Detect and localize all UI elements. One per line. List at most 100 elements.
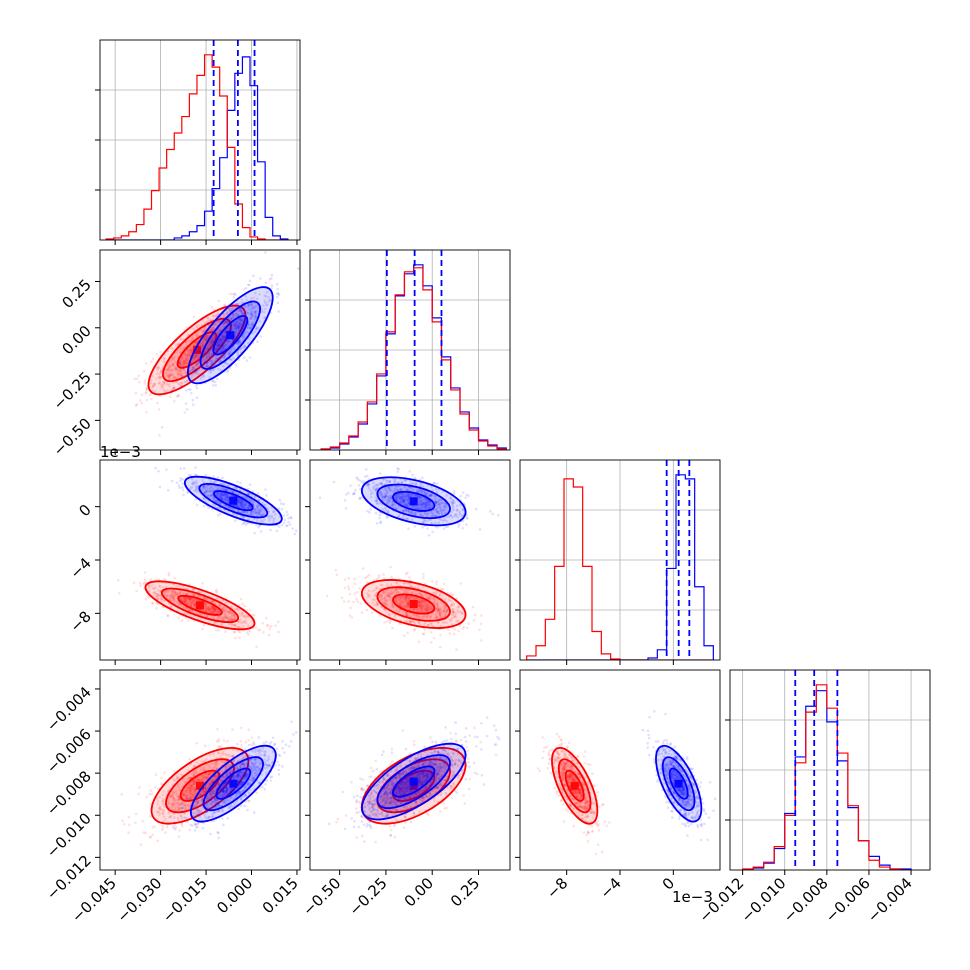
scatter-point-a-0-92 (250, 303, 253, 307)
scatter-point-a-1-692 (253, 531, 256, 535)
scatter-point-b-0-79 (197, 330, 200, 333)
scatter-point-b-0-75 (230, 314, 233, 317)
scatter-point-a-1-379 (247, 505, 250, 509)
scatter-point-a-0-72 (214, 384, 217, 387)
scatter-point-b-1-238 (207, 607, 210, 611)
scatter-point-a-1-497 (213, 498, 216, 501)
scatter-point-b-0-394 (201, 331, 204, 335)
scatter-point-a-0-697 (251, 332, 255, 335)
scatter-point-a-0-15 (234, 323, 237, 327)
scatter-point-a-1-228 (242, 516, 245, 519)
scatter-point-a-0-526 (263, 294, 267, 298)
scatter-point-a-1-512 (208, 486, 212, 490)
scatter-point-a-0-226 (236, 312, 240, 316)
scatter-point-b-2-389 (426, 606, 429, 610)
scatter-point-a-0-222 (197, 361, 200, 364)
scatter-point-b-2-543 (405, 613, 409, 617)
scatter-point-a-0-12 (206, 347, 209, 350)
scatter-point-b-0-66 (208, 340, 212, 344)
scatter-point-b-0-230 (200, 347, 203, 351)
scatter-point-a-0-651 (277, 310, 281, 313)
scatter-point-b-2-226 (421, 615, 424, 619)
scatter-point-a-0-25 (222, 365, 225, 368)
scatter-point-b-1-248 (230, 618, 233, 621)
scatter-point-b-2-237 (426, 596, 430, 600)
scatter-point-a-0-179 (196, 350, 200, 353)
scatter-point-a-0-14 (251, 306, 255, 310)
scatter-point-b-1-71 (231, 618, 234, 622)
scatter-point-a-0-511 (226, 370, 229, 374)
scatter-point-b-1-219 (243, 604, 247, 608)
scatter-point-b-2-57 (438, 613, 442, 617)
scatter-point-b-1-39 (161, 605, 164, 609)
scatter-point-b-2-164 (437, 612, 441, 615)
scatter-point-a-0-666 (241, 346, 244, 350)
scatter-point-a-1-86 (217, 500, 220, 504)
scatter-point-b-2-120 (406, 614, 410, 617)
scatter-point-a-1-349 (226, 505, 230, 509)
scatter-point-b-2-377 (406, 601, 410, 604)
scatter-point-b-1-121 (193, 593, 196, 597)
scatter-point-b-0-415 (184, 361, 187, 365)
scatter-point-b-0-216 (160, 370, 163, 374)
scatter-point-b-2-31 (426, 605, 430, 609)
scatter-point-b-2-452 (380, 598, 383, 601)
scatter-content-2 (318, 467, 500, 651)
scatter-point-a-0-42 (212, 354, 216, 358)
scatter-point-a-1-629 (227, 506, 230, 509)
scatter-point-a-1-457 (255, 519, 259, 522)
scatter-point-a-0-491 (249, 311, 253, 314)
scatter-point-b-0-249 (189, 339, 193, 343)
scatter-point-a-0-205 (235, 327, 239, 331)
scatter-panel-2-1 (309, 459, 511, 661)
scatter-point-b-0-161 (209, 319, 212, 322)
scatter-point-a-0-555 (253, 314, 257, 318)
scatter-point-a-0-402 (172, 386, 175, 389)
scatter-point-a-0-627 (250, 312, 253, 316)
scatter-point-b-2-391 (419, 602, 423, 605)
scatter-point-a-0-589 (252, 274, 255, 278)
scatter-point-b-2-422 (325, 594, 329, 598)
scatter-point-b-0-456 (204, 336, 207, 340)
scatter-point-b-1-345 (161, 585, 165, 589)
scatter-point-b-2-128 (375, 601, 379, 605)
scatter-point-b-0-461 (156, 365, 160, 369)
scatter-point-b-2-154 (405, 595, 409, 598)
scatter-point-b-0-376 (182, 359, 185, 363)
scatter-point-b-2-350 (406, 605, 410, 609)
scatter-point-b-0-143 (211, 335, 215, 339)
scatter-point-b-1-250 (244, 614, 248, 618)
scatter-point-b-2-372 (428, 608, 431, 611)
scatter-point-b-3-63 (137, 792, 140, 796)
scatter-point-a-1-582 (258, 510, 262, 513)
scatter-point-b-1-655 (219, 623, 223, 627)
scatter-point-a-1-222 (232, 508, 236, 511)
scatter-point-a-0-401 (196, 362, 199, 365)
scatter-point-b-2-383 (426, 614, 430, 618)
scatter-point-b-0-177 (167, 361, 171, 364)
scatter-point-b-0-320 (171, 368, 175, 372)
scatter-point-b-2-279 (432, 597, 436, 600)
scatter-point-b-0-620 (168, 369, 172, 373)
scatter-point-a-0-439 (230, 317, 233, 320)
scatter-point-a-2-198 (427, 500, 431, 504)
scatter-point-b-2-567 (418, 604, 422, 607)
scatter-point-b-0-611 (173, 375, 176, 379)
scatter-point-a-0-418 (227, 352, 230, 355)
scatter-point-b-0-123 (194, 341, 197, 344)
scatter-point-a-0-223 (180, 356, 184, 360)
scatter-point-a-1-99 (247, 493, 251, 496)
scatter-point-a-1-544 (224, 499, 228, 502)
scatter-point-b-1-358 (240, 613, 244, 616)
scatter-point-b-2-424 (348, 614, 352, 617)
scatter-point-b-0-144 (173, 361, 177, 364)
scatter-point-a-1-567 (221, 493, 224, 497)
scatter-point-b-1-40 (204, 610, 207, 613)
scatter-point-b-2-410 (479, 622, 483, 625)
scatter-point-a-0-192 (257, 326, 261, 330)
scatter-point-a-0-646 (215, 346, 219, 350)
scatter-point-b-0-438 (167, 366, 171, 370)
scatter-point-b-1-162 (178, 584, 181, 588)
scatter-point-b-1-156 (169, 605, 173, 608)
scatter-point-b-2-72 (406, 631, 410, 635)
